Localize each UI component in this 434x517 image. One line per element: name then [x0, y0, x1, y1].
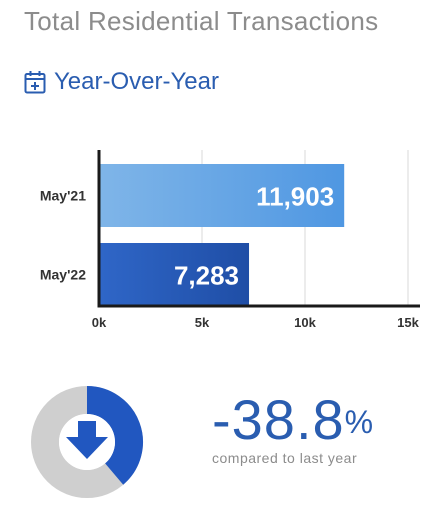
bar [100, 243, 250, 306]
bar [100, 164, 345, 227]
category-label: May'21 [40, 188, 86, 204]
change-number: -38.8 [212, 388, 345, 451]
x-tick-label: 0k [92, 315, 107, 330]
calendar-plus-icon [24, 70, 46, 94]
subtitle-row: Year-Over-Year [24, 68, 219, 96]
page-title: Total Residential Transactions [24, 6, 379, 36]
donut-fill [86, 386, 143, 485]
category-label: May'22 [40, 267, 86, 283]
change-caption: compared to last year [212, 450, 358, 466]
x-tick-label: 10k [294, 315, 316, 330]
bar-chart: 0k 5k 10k 15k May'21 11,903 May'22 7,283 [40, 150, 420, 331]
labels: 0k 5k 10k 15k May'21 11,903 May'22 7,283 [40, 182, 420, 331]
change-donut [31, 386, 143, 498]
subtitle: Year-Over-Year [54, 68, 219, 95]
change-value: -38.8% [212, 388, 374, 452]
bars [100, 164, 345, 306]
x-tick-label: 5k [195, 315, 210, 330]
axes [97, 150, 420, 308]
percent-sign: % [344, 404, 375, 440]
arrow-down-icon [66, 421, 108, 459]
data-label: 11,903 [256, 182, 334, 212]
x-tick-label: 15k [397, 315, 419, 330]
data-label: 7,283 [174, 261, 239, 291]
